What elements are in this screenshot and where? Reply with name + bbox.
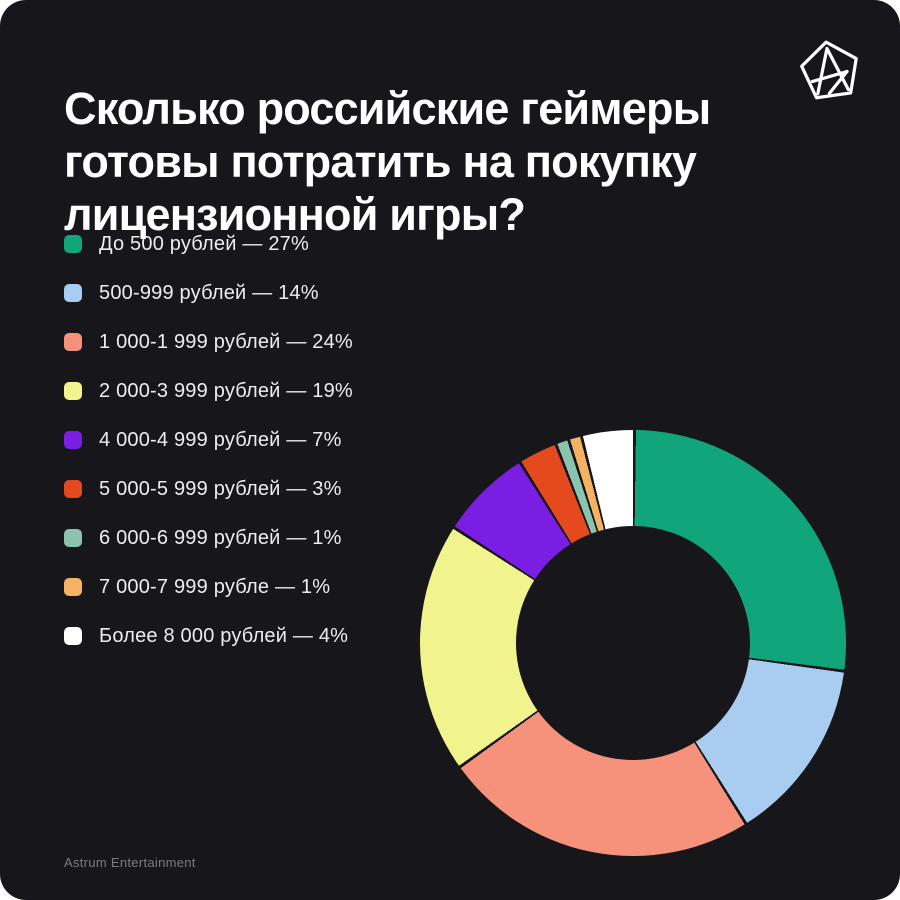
legend-swatch [64, 578, 82, 596]
legend-item: 500-999 рублей — 14% [64, 282, 353, 304]
donut-hole [516, 526, 750, 760]
page-title: Сколько российские геймеры готовы потрат… [64, 83, 711, 241]
legend-item: 7 000-7 999 рубле — 1% [64, 576, 353, 598]
legend-swatch [64, 431, 82, 449]
logo-pentagon [800, 40, 858, 100]
legend-swatch [64, 284, 82, 302]
legend-label: Более 8 000 рублей — 4% [99, 624, 349, 647]
legend-item: До 500 рублей — 27% [64, 233, 353, 255]
legend-label: 2 000-3 999 рублей — 19% [99, 379, 353, 402]
astrum-logo-icon [800, 40, 858, 100]
legend-swatch [64, 235, 82, 253]
legend: До 500 рублей — 27% 500-999 рублей — 14% 1… [64, 233, 353, 647]
legend-swatch [64, 382, 82, 400]
footer-brand: Astrum Entertainment [64, 855, 196, 870]
legend-item: Более 8 000 рублей — 4% [64, 625, 353, 647]
legend-item: 4 000-4 999 рублей — 7% [64, 429, 353, 451]
legend-label: 7 000-7 999 рубле — 1% [99, 575, 331, 598]
donut-chart [420, 430, 846, 856]
legend-label: 6 000-6 999 рублей — 1% [99, 526, 342, 549]
logo-star-diagonal [827, 69, 849, 95]
legend-item: 2 000-3 999 рублей — 19% [64, 380, 353, 402]
legend-label: 4 000-4 999 рублей — 7% [99, 428, 342, 451]
legend-swatch [64, 627, 82, 645]
legend-label: До 500 рублей — 27% [99, 232, 309, 255]
logo-a-crossbar [810, 69, 849, 84]
legend-swatch [64, 529, 82, 547]
legend-label: 5 000-5 999 рублей — 3% [99, 477, 342, 500]
legend-swatch [64, 333, 82, 351]
logo-a-legs [816, 46, 850, 96]
legend-label: 1 000-1 999 рублей — 24% [99, 330, 353, 353]
legend-label: 500-999 рублей — 14% [99, 281, 319, 304]
legend-swatch [64, 480, 82, 498]
legend-item: 1 000-1 999 рублей — 24% [64, 331, 353, 353]
legend-item: 6 000-6 999 рублей — 1% [64, 527, 353, 549]
legend-item: 5 000-5 999 рублей — 3% [64, 478, 353, 500]
